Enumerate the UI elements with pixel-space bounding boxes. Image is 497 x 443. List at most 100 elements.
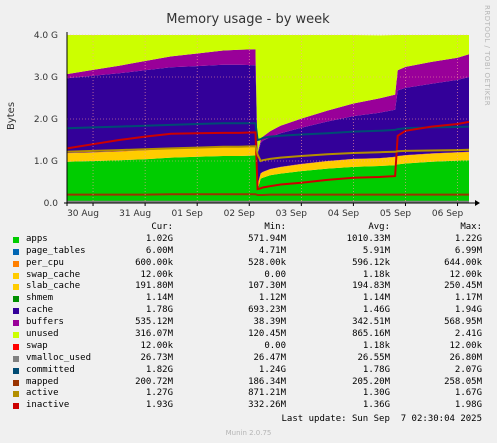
legend-cur: 12.00k	[140, 269, 173, 280]
legend-name: cache	[26, 305, 54, 316]
legend-swatch	[13, 260, 19, 267]
legend-avg: 205.20M	[352, 376, 390, 387]
legend-max: 1.22G	[454, 233, 482, 244]
legend-cur: 1.14M	[145, 293, 173, 304]
legend-max: 26.80M	[449, 352, 482, 363]
legend-name: vmalloc_used	[26, 352, 92, 363]
line-active	[66, 145, 470, 163]
legend-cur: 6.00M	[145, 245, 173, 256]
legend-name: active	[26, 388, 59, 399]
x-tick-label: 04 Sep	[328, 209, 360, 219]
legend-swatch	[13, 332, 19, 339]
header-max: Max:	[460, 222, 482, 232]
legend-max: 1.94G	[454, 305, 482, 316]
legend-cur: 191.80M	[135, 281, 173, 292]
legend-row-page-tables: page_tables 6.00M 4.71M 5.91M 6.99M	[0, 246, 497, 258]
legend-min: 0.00	[264, 340, 286, 351]
x-tick-label: 06 Sep	[432, 209, 464, 219]
memory-chart: Memory usage - by week RRDTOOL / TOBI OE…	[6, 5, 491, 219]
legend-min: 0.00	[264, 269, 286, 280]
legend-max: 2.07G	[454, 364, 482, 375]
area-slab-cache	[67, 146, 469, 190]
legend-avg: 1010.33M	[346, 233, 390, 244]
grid	[67, 34, 469, 203]
legend-row-shmem: shmem 1.14M 1.12M 1.14M 1.17M	[0, 293, 497, 305]
legend-row-per-cpu: per_cpu 600.00k 528.00k 596.12k 644.00k	[0, 258, 497, 270]
legend-name: swap	[26, 340, 48, 351]
legend-swatch	[13, 284, 19, 291]
legend-avg: 342.51M	[352, 317, 390, 328]
legend-min: 871.21M	[248, 388, 286, 399]
legend-row-vmalloc-used: vmalloc_used 26.73M 26.47M 26.55M 26.80M	[0, 353, 497, 365]
legend-max: 258.05M	[444, 376, 482, 387]
axis-ticks: 0.0 1.0 G 2.0 G 3.0 G 4.0 G 30 Aug 31 Aug 01 Se…	[34, 31, 464, 219]
legend-min: 26.47M	[253, 352, 286, 363]
legend-row-slab-cache: slab_cache 191.80M 107.30M 194.83M 250.45M	[0, 281, 497, 293]
area-unused	[67, 35, 469, 153]
legend-avg: 1.78G	[362, 364, 390, 375]
y-axis-label: Bytes	[6, 102, 17, 130]
x-axis-arrow	[475, 200, 480, 206]
legend-row-buffers: buffers 535.12M 38.39M 342.51M 568.95M	[0, 317, 497, 329]
x-tick-label: 01 Sep	[172, 209, 204, 219]
legend-row-apps: apps 1.02G 571.94M 1010.33M 1.22G	[0, 234, 497, 246]
line-inactive	[66, 120, 470, 191]
legend-swatch	[13, 320, 19, 327]
x-tick-label: 30 Aug	[67, 209, 99, 219]
legend-cur: 316.07M	[135, 329, 173, 340]
y-tick-label: 1.0 G	[34, 157, 58, 167]
legend-min: 693.23M	[248, 305, 286, 316]
legend-max: 1.17M	[454, 293, 482, 304]
legend-name: committed	[26, 364, 75, 375]
legend-swatch	[13, 308, 19, 315]
legend-swatch	[13, 272, 19, 279]
legend-header: Cur: Min: Avg: Max:	[0, 222, 497, 234]
legend-avg: 1.14M	[362, 293, 390, 304]
legend-cur: 1.93G	[145, 400, 173, 411]
legend-avg: 865.16M	[352, 329, 390, 340]
legend-name: slab_cache	[26, 281, 81, 292]
y-tick-label: 4.0 G	[34, 31, 58, 41]
legend-swatch	[13, 355, 19, 362]
legend-max: 568.95M	[444, 317, 482, 328]
legend-cur: 12.00k	[140, 340, 173, 351]
legend-swatch	[13, 367, 19, 374]
legend-name: shmem	[26, 293, 54, 304]
legend-avg: 26.55M	[357, 352, 390, 363]
legend-min: 1.24G	[258, 364, 286, 375]
legend-row-unused: unused 316.07M 120.45M 865.16M 2.41G	[0, 329, 497, 341]
legend-name: per_cpu	[26, 257, 64, 268]
legend-swatch	[13, 248, 19, 255]
legend-swatch	[13, 296, 19, 303]
legend-min: 38.39M	[253, 317, 286, 328]
legend-cur: 1.27G	[145, 388, 173, 399]
stacked-areas	[67, 35, 469, 203]
legend-avg: 5.91M	[362, 245, 390, 256]
x-tick-label: 03 Sep	[276, 209, 308, 219]
legend-cur: 26.73M	[140, 352, 173, 363]
legend-row-swap-cache: swap_cache 12.00k 0.00 1.18k 12.00k	[0, 270, 497, 282]
legend-name: unused	[26, 329, 59, 340]
legend-cur: 1.82G	[145, 364, 173, 375]
legend-avg: 1.36G	[362, 400, 390, 411]
last-update: Last update: Sun Sep 7 02:30:04 2025	[281, 414, 482, 424]
munin-version: Munin 2.0.75	[225, 429, 272, 437]
y-tick-label: 0.0	[44, 199, 59, 209]
legend-swatch	[13, 343, 19, 350]
legend-name: inactive	[26, 400, 70, 411]
legend-avg: 1.30G	[362, 388, 390, 399]
legend-swatch	[13, 403, 19, 410]
chart-title: Memory usage - by week	[166, 12, 330, 27]
legend-cur: 535.12M	[135, 317, 173, 328]
legend-name: swap_cache	[26, 269, 81, 280]
legend-row-active: active 1.27G 871.21M 1.30G 1.67G	[0, 388, 497, 400]
legend-max: 2.41G	[454, 329, 482, 340]
legend-max: 1.98G	[454, 400, 482, 411]
legend-cur: 1.78G	[145, 305, 173, 316]
y-tick-label: 2.0 G	[34, 115, 58, 125]
area-cache	[67, 64, 469, 185]
legend-swatch	[13, 391, 19, 398]
legend-min: 107.30M	[248, 281, 286, 292]
legend-min: 571.94M	[248, 233, 286, 244]
legend-name: apps	[26, 233, 48, 244]
